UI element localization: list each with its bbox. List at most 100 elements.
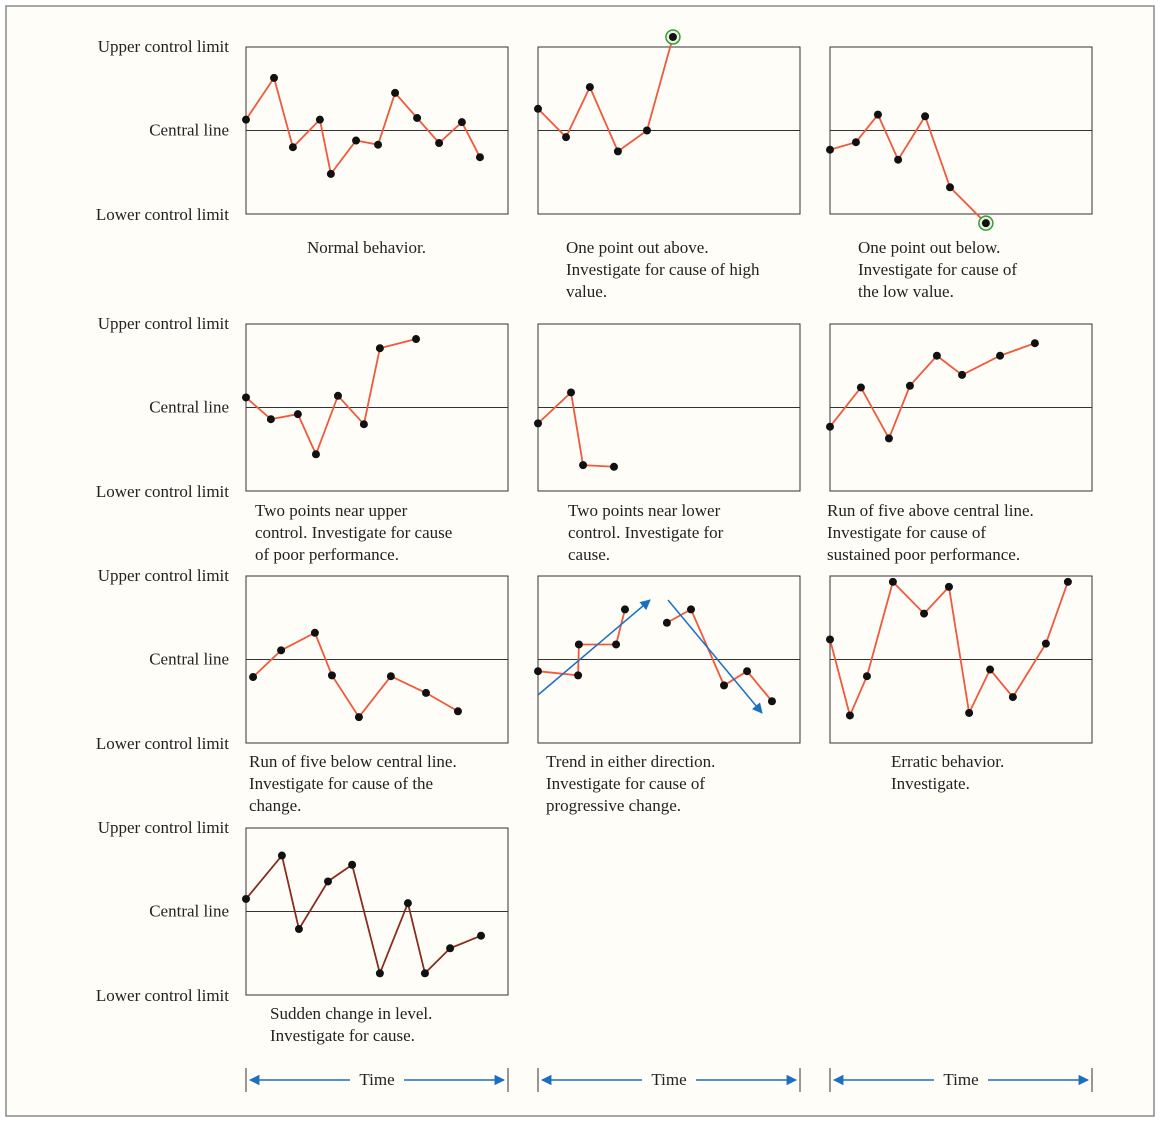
data-point: [965, 708, 974, 717]
caption: change.: [249, 796, 301, 815]
y-tick-label: Lower control limit: [96, 482, 229, 501]
caption: cause.: [568, 545, 610, 564]
data-point: [310, 628, 319, 637]
y-tick-label: Central line: [149, 397, 229, 416]
caption: Investigate.: [891, 774, 970, 793]
caption: Trend in either direction.: [546, 752, 715, 771]
data-point: [567, 388, 576, 397]
data-point: [359, 420, 368, 429]
data-point: [534, 104, 542, 113]
data-point: [612, 640, 621, 649]
caption: sustained poor performance.: [827, 545, 1020, 564]
y-tick-label: Upper control limit: [98, 37, 230, 56]
caption: progressive change.: [546, 796, 681, 815]
data-point: [457, 118, 466, 127]
frame: [5, 5, 1155, 1117]
caption: Investigate for cause of: [546, 774, 705, 793]
data-point: [375, 969, 384, 978]
data-point: [327, 671, 336, 680]
data-point: [270, 73, 279, 82]
caption: Normal behavior.: [307, 238, 426, 257]
data-point: [352, 136, 361, 145]
caption: Investigate for cause of the: [249, 774, 433, 793]
caption: Run of five below central line.: [249, 752, 457, 771]
data-point: [1041, 639, 1050, 648]
data-point: [862, 672, 871, 681]
y-tick-label: Lower control limit: [96, 205, 229, 224]
y-tick-label: Upper control limit: [98, 818, 230, 837]
data-point: [585, 83, 594, 92]
data-point: [894, 155, 903, 164]
data-point: [435, 139, 444, 148]
data-point: [311, 450, 320, 459]
series-line: [252, 631, 459, 719]
trend-arrows: [537, 599, 763, 714]
data-point: [743, 667, 752, 676]
caption: Two points near lower: [568, 501, 721, 520]
data-point: [574, 640, 583, 649]
caption: value.: [566, 282, 607, 301]
data-point: [446, 944, 455, 953]
data-point: [986, 665, 995, 674]
data-point: [354, 713, 363, 722]
data-point: [534, 419, 542, 428]
data-point: [562, 133, 571, 142]
caption: control. Investigate for: [568, 523, 724, 542]
data-point: [386, 672, 395, 681]
data-point: [413, 113, 422, 122]
trend-arrow: [667, 599, 763, 714]
data-point: [642, 126, 651, 135]
data-point: [767, 697, 776, 706]
caption: the low value.: [858, 282, 954, 301]
data-point: [958, 370, 967, 379]
data-point: [293, 410, 302, 419]
y-tick-label: Central line: [149, 901, 229, 920]
data-point: [421, 688, 430, 697]
caption: of poor performance.: [255, 545, 399, 564]
series-line: [245, 853, 482, 977]
data-point: [326, 169, 335, 178]
data-point: [1008, 693, 1017, 702]
x-axis-label: Time: [651, 1070, 686, 1089]
data-point: [475, 153, 484, 162]
data-point: [579, 461, 588, 470]
y-tick-label: Lower control limit: [96, 986, 229, 1005]
data-point: [932, 351, 941, 360]
data-point: [333, 391, 342, 400]
data-point: [944, 582, 953, 591]
data-point: [884, 434, 893, 443]
data-point: [920, 609, 929, 618]
data-point: [1063, 577, 1072, 586]
data-point: [348, 860, 357, 869]
data-point: [609, 462, 618, 471]
data-point: [288, 143, 297, 152]
caption: Two points near upper: [255, 501, 408, 520]
y-tick-label: Central line: [149, 649, 229, 668]
data-point: [921, 112, 930, 121]
series-line: [537, 36, 674, 153]
data-point: [826, 635, 834, 644]
y-tick-label: Upper control limit: [98, 566, 230, 585]
data-point: [534, 667, 542, 676]
data-point: [905, 381, 914, 390]
caption: Investigate for cause.: [270, 1026, 415, 1045]
data-point: [574, 671, 583, 680]
series-line: [245, 75, 481, 177]
caption: Sudden change in level.: [270, 1004, 432, 1023]
data-point: [324, 877, 333, 886]
data-point: [996, 351, 1005, 360]
data-point: [242, 115, 250, 124]
data-point: [277, 851, 286, 860]
data-point: [945, 183, 954, 192]
data-point: [620, 605, 629, 614]
data-point: [826, 145, 834, 154]
data-point: [374, 140, 383, 149]
data-point: [851, 138, 860, 147]
series-line: [537, 390, 615, 468]
series-line: [245, 338, 417, 457]
data-point: [720, 681, 729, 690]
data-point: [249, 673, 258, 682]
data-point: [477, 931, 486, 940]
data-point: [242, 393, 250, 402]
